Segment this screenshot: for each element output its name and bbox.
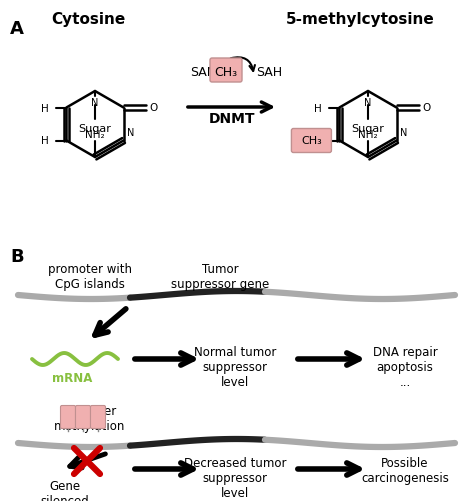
Text: O: O	[150, 103, 158, 113]
Text: N: N	[400, 128, 407, 138]
Text: NH₂: NH₂	[358, 130, 378, 140]
Text: N: N	[365, 98, 372, 108]
Text: H: H	[41, 136, 48, 146]
Text: CH₃: CH₃	[301, 136, 322, 146]
Text: Possible
carcinogenesis: Possible carcinogenesis	[361, 456, 449, 484]
FancyBboxPatch shape	[61, 406, 75, 429]
Text: Normal tumor
suppressor
level: Normal tumor suppressor level	[194, 345, 276, 388]
Text: Sugar: Sugar	[79, 124, 111, 134]
Text: N: N	[127, 128, 134, 138]
Text: promoter with
CpG islands: promoter with CpG islands	[48, 263, 132, 291]
Text: Decreased tumor
suppressor
level: Decreased tumor suppressor level	[184, 456, 286, 499]
Text: DNMT: DNMT	[209, 112, 255, 126]
Text: DNA repair
apoptosis
...: DNA repair apoptosis ...	[373, 345, 438, 388]
Text: Tumor
suppressor gene: Tumor suppressor gene	[171, 263, 269, 291]
Text: Promoter
methylation: Promoter methylation	[55, 404, 126, 432]
Text: SAH: SAH	[256, 65, 282, 78]
Text: Cytosine: Cytosine	[51, 12, 125, 27]
Text: H: H	[314, 103, 321, 113]
FancyBboxPatch shape	[91, 406, 106, 429]
Text: 5-methylcytosine: 5-methylcytosine	[286, 12, 434, 27]
FancyBboxPatch shape	[75, 406, 91, 429]
Text: A: A	[10, 20, 24, 38]
Text: CH₃: CH₃	[214, 65, 237, 78]
Text: SAM-: SAM-	[190, 65, 222, 78]
Text: mRNA: mRNA	[52, 371, 92, 384]
Text: NH₂: NH₂	[85, 130, 105, 140]
Text: Gene
silenced: Gene silenced	[41, 479, 90, 501]
Text: B: B	[10, 247, 24, 266]
Text: N: N	[91, 98, 99, 108]
FancyBboxPatch shape	[292, 129, 331, 153]
Text: O: O	[423, 103, 431, 113]
Text: H: H	[41, 103, 48, 113]
Text: Sugar: Sugar	[352, 124, 384, 134]
FancyBboxPatch shape	[210, 59, 242, 83]
